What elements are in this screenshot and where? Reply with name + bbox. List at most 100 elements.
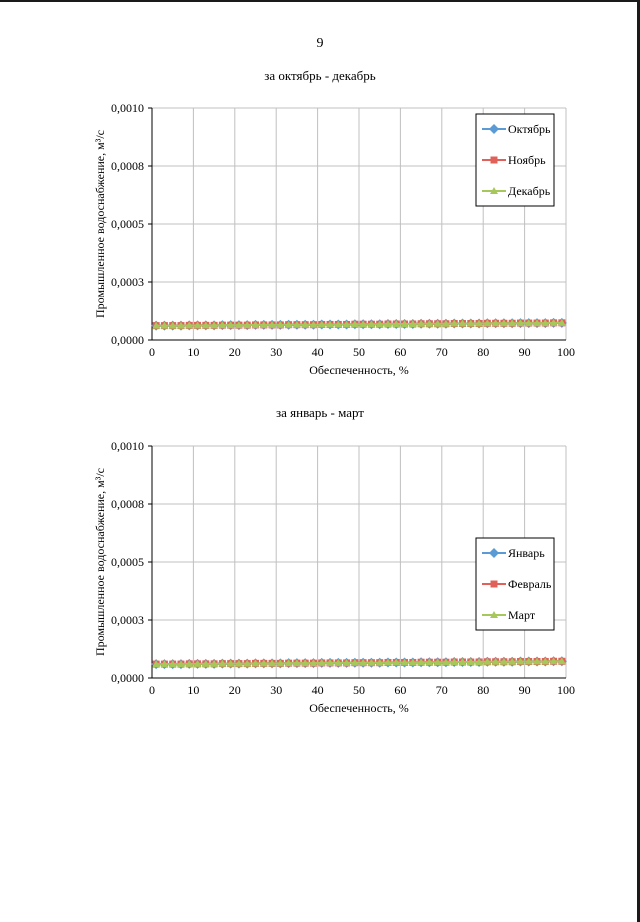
data-point: [160, 660, 169, 668]
data-point: [508, 319, 517, 327]
data-point: [475, 657, 484, 665]
data-point: [524, 657, 533, 665]
data-point: [193, 659, 202, 667]
data-point: [433, 319, 442, 327]
legend-marker: [490, 156, 498, 164]
y-tick-label: 0,0010: [111, 101, 144, 115]
data-point: [276, 320, 285, 328]
data-point: [259, 659, 268, 667]
x-axis-title: Обеспеченность, %: [309, 701, 409, 715]
data-point: [268, 659, 277, 667]
legend-label: Март: [508, 608, 536, 622]
data-point: [268, 320, 277, 328]
legend-label: Январь: [508, 546, 545, 560]
x-tick-label: 70: [436, 345, 448, 359]
data-point: [342, 658, 351, 666]
data-point: [201, 321, 210, 329]
y-tick-label: 0,0003: [111, 275, 144, 289]
data-point: [541, 657, 550, 665]
data-point: [450, 657, 459, 665]
data-point: [417, 319, 426, 327]
x-tick-label: 100: [557, 683, 575, 697]
data-point: [408, 319, 417, 327]
x-tick-label: 90: [519, 683, 531, 697]
data-point: [433, 658, 442, 666]
data-point: [234, 659, 243, 667]
data-point: [533, 319, 542, 327]
data-point: [317, 320, 326, 328]
data-point: [499, 319, 508, 327]
data-point: [160, 321, 169, 329]
data-point: [284, 659, 293, 667]
data-point: [359, 320, 368, 328]
chart-2-title: за январь - март: [275, 405, 364, 420]
data-point: [458, 319, 467, 327]
data-point: [425, 319, 434, 327]
scan-edge-right: [637, 0, 640, 922]
legend-marker: [490, 611, 498, 618]
data-point: [516, 319, 525, 327]
y-tick-label: 0,0005: [111, 555, 144, 569]
data-point: [243, 321, 252, 329]
data-point: [226, 659, 235, 667]
data-point: [185, 659, 194, 667]
data-point: [326, 320, 335, 328]
x-tick-label: 90: [519, 345, 531, 359]
data-point: [441, 319, 450, 327]
data-point: [557, 657, 566, 665]
data-point: [176, 321, 185, 329]
legend-marker: [490, 187, 498, 194]
x-tick-label: 40: [312, 345, 324, 359]
y-tick-label: 0,0000: [111, 671, 144, 685]
chart-january-march: 0 10 20 30 40 50 60 70 80 90 100 0,0000 0,0003 0,0005…: [93, 439, 575, 715]
data-point: [251, 659, 260, 667]
data-point: [508, 657, 517, 665]
data-point: [491, 319, 500, 327]
x-tick-label: 80: [477, 683, 489, 697]
data-point: [483, 319, 492, 327]
data-point: [383, 319, 392, 327]
data-point: [201, 659, 210, 667]
page-number: 9: [316, 36, 324, 51]
data-point: [400, 658, 409, 666]
data-point: [400, 319, 409, 327]
data-point: [334, 320, 343, 328]
legend-label: Декабрь: [508, 184, 551, 198]
x-tick-label: 60: [394, 345, 406, 359]
x-tick-label: 0: [149, 345, 155, 359]
data-point: [284, 320, 293, 328]
y-tick-label: 0,0010: [111, 439, 144, 453]
data-point: [392, 658, 401, 666]
data-point: [383, 658, 392, 666]
x-tick-label: 30: [270, 683, 282, 697]
x-axis-title: Обеспеченность, %: [309, 363, 409, 377]
data-point: [292, 659, 301, 667]
y-tick-label: 0,0008: [111, 159, 144, 173]
x-tick-label: 50: [353, 345, 365, 359]
data-point: [375, 658, 384, 666]
data-point: [168, 321, 177, 329]
data-point: [168, 660, 177, 668]
legend-label: Октябрь: [508, 122, 551, 136]
data-point: [326, 658, 335, 666]
y-tick-label: 0,0008: [111, 497, 144, 511]
data-point: [367, 658, 376, 666]
x-tick-label: 60: [394, 683, 406, 697]
data-point: [259, 320, 268, 328]
data-point: [466, 319, 475, 327]
x-tick-label: 10: [187, 345, 199, 359]
data-point: [359, 658, 368, 666]
y-axis-title: Промышленное водоснабжение, м³/с: [93, 468, 107, 656]
y-tick-label: 0,0000: [111, 333, 144, 347]
data-point: [176, 660, 185, 668]
x-tick-label: 20: [229, 683, 241, 697]
x-tick-label: 30: [270, 345, 282, 359]
data-point: [309, 320, 318, 328]
legend-marker: [489, 548, 499, 558]
x-tick-label: 50: [353, 683, 365, 697]
data-point: [218, 659, 227, 667]
scan-edge-top: [0, 0, 640, 2]
data-point: [557, 318, 566, 326]
data-point: [218, 321, 227, 329]
data-point: [375, 320, 384, 328]
